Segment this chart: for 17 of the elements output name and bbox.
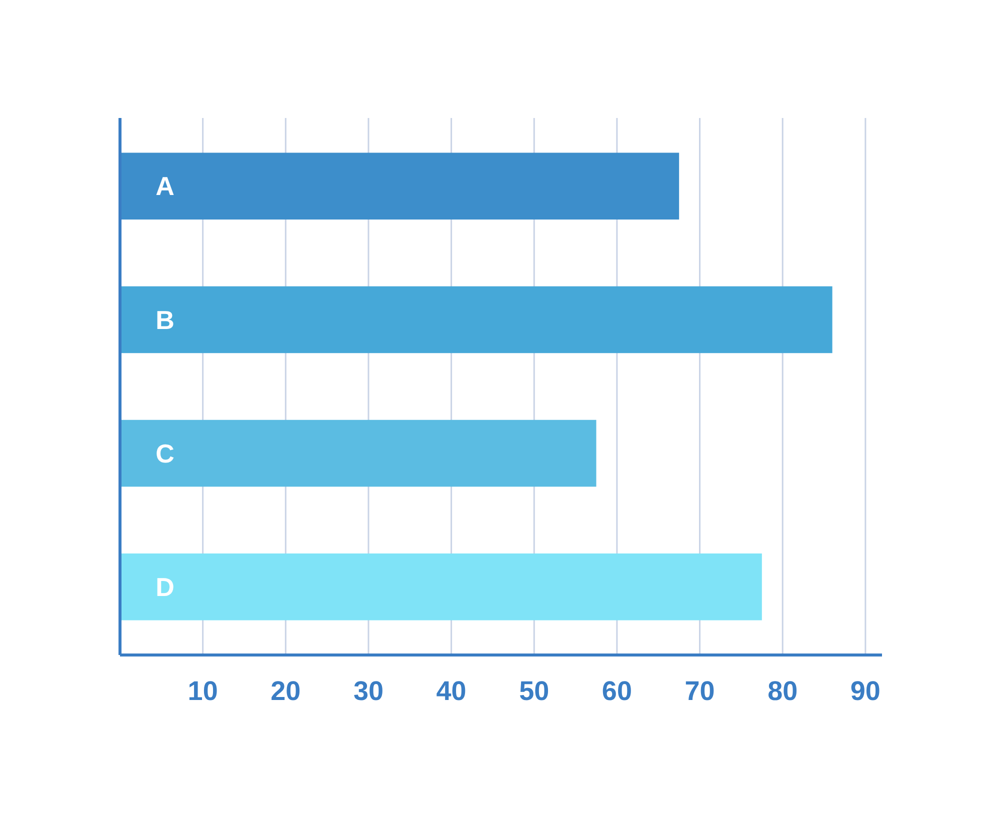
x-tick-label: 10	[188, 676, 218, 706]
y-tick-label: A	[156, 171, 175, 202]
bar	[120, 152, 680, 220]
y-tick-label: D	[156, 572, 174, 602]
x-tick-label: 40	[436, 676, 466, 706]
bar	[120, 553, 762, 620]
y-tick-label: C	[156, 438, 175, 468]
x-tick-label: 20	[270, 676, 301, 706]
x-tick-label: 80	[768, 676, 798, 706]
x-tick-label: 60	[602, 676, 632, 706]
bar	[120, 286, 832, 354]
x-tick-label: 50	[519, 676, 550, 706]
x-tick-label: 90	[850, 676, 880, 706]
x-tick-label: 70	[684, 676, 715, 706]
bar	[120, 420, 596, 487]
y-tick-label: B	[156, 304, 174, 335]
x-tick-label: 30	[353, 676, 384, 706]
